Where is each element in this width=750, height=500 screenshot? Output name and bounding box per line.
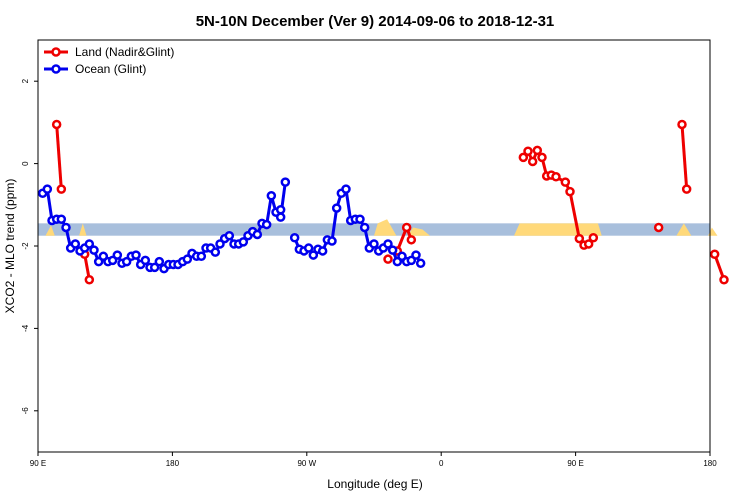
- data-point: [84, 275, 95, 285]
- land-patch: [676, 223, 692, 236]
- data-point: [131, 250, 141, 260]
- data-point: [89, 245, 99, 255]
- y-tick-label: -6: [21, 407, 30, 415]
- x-tick-label: 180: [166, 459, 180, 468]
- y-tick-label: 2: [21, 78, 30, 83]
- y-axis-label: XCO2 - MLO trend (ppm): [3, 179, 17, 314]
- data-point: [331, 203, 342, 213]
- data-point: [224, 230, 235, 241]
- y-tick-label: -4: [21, 324, 30, 332]
- data-point: [112, 250, 123, 260]
- data-point: [359, 222, 370, 233]
- ocean-band: [38, 223, 710, 236]
- data-point: [261, 219, 272, 230]
- data-point: [355, 214, 365, 224]
- data-point: [70, 239, 81, 249]
- data-point: [140, 255, 151, 266]
- data-point: [266, 190, 277, 201]
- data-point: [583, 239, 594, 249]
- data-point: [275, 204, 286, 215]
- data-point: [653, 222, 664, 233]
- data-point: [383, 254, 393, 264]
- data-point: [719, 275, 729, 285]
- data-point: [238, 237, 249, 247]
- data-point: [303, 243, 314, 253]
- data-point: [527, 156, 538, 167]
- data-point: [56, 184, 67, 194]
- data-point: [588, 233, 599, 243]
- data-point: [317, 246, 328, 256]
- land-band: [38, 219, 718, 236]
- y-tick-label: 0: [21, 161, 30, 166]
- legend-label: Land (Nadir&Glint): [75, 45, 174, 59]
- legend-marker: [51, 64, 61, 74]
- data-point: [415, 258, 426, 269]
- data-point: [154, 256, 165, 267]
- series-line: [55, 124, 63, 190]
- data-point: [383, 239, 393, 249]
- series-layer: [37, 119, 729, 285]
- x-tick-label: 90 E: [567, 459, 583, 468]
- data-point: [681, 184, 692, 194]
- data-point: [677, 119, 687, 130]
- data-point: [518, 152, 529, 163]
- data-point: [523, 146, 533, 156]
- data-point: [61, 222, 71, 233]
- data-point: [574, 233, 585, 244]
- land-patch: [374, 219, 397, 236]
- x-axis-label: Longitude (deg E): [327, 477, 422, 491]
- data-point: [369, 239, 379, 249]
- data-point: [387, 245, 398, 255]
- land-patch: [79, 223, 87, 236]
- data-point: [196, 251, 207, 262]
- data-point: [149, 262, 160, 273]
- data-point: [56, 214, 67, 224]
- data-point: [532, 145, 543, 156]
- legend: Land (Nadir&Glint) Ocean (Glint): [44, 45, 174, 76]
- data-point: [280, 177, 291, 187]
- data-point: [308, 250, 319, 260]
- land-patch: [514, 223, 602, 236]
- data-point: [406, 235, 417, 245]
- data-point: [51, 119, 62, 130]
- data-point: [537, 152, 547, 163]
- x-tick-label: 180: [703, 459, 717, 468]
- chart-title: 5N-10N December (Ver 9) 2014-09-06 to 20…: [196, 13, 555, 30]
- data-point: [275, 212, 286, 222]
- data-point: [252, 229, 263, 240]
- data-point: [289, 233, 300, 243]
- data-point: [210, 247, 221, 257]
- data-point: [84, 239, 95, 249]
- land-patch: [407, 227, 430, 236]
- land-patch: [45, 225, 55, 236]
- legend-marker: [51, 47, 61, 57]
- series-land: [51, 119, 729, 285]
- data-point: [709, 249, 720, 259]
- data-point: [551, 172, 561, 182]
- axes: 90 E 180 90 W 0 90 E 180 2 0 -2 -4 -6: [21, 78, 717, 468]
- data-point: [327, 236, 337, 246]
- data-point: [341, 184, 351, 194]
- series-line: [680, 124, 689, 190]
- data-point: [42, 184, 53, 194]
- x-tick-label: 0: [439, 459, 444, 468]
- plot-frame: [37, 39, 711, 453]
- data-point: [565, 186, 575, 197]
- data-point: [401, 222, 412, 233]
- x-tick-label: 90 E: [30, 459, 46, 468]
- data-point: [182, 254, 193, 264]
- x-tick-label: 90 W: [297, 459, 316, 468]
- y-tick-label: -2: [21, 242, 30, 250]
- data-point: [560, 177, 571, 187]
- data-point: [411, 250, 421, 260]
- legend-label: Ocean (Glint): [75, 62, 146, 76]
- series-ocean: [37, 177, 426, 274]
